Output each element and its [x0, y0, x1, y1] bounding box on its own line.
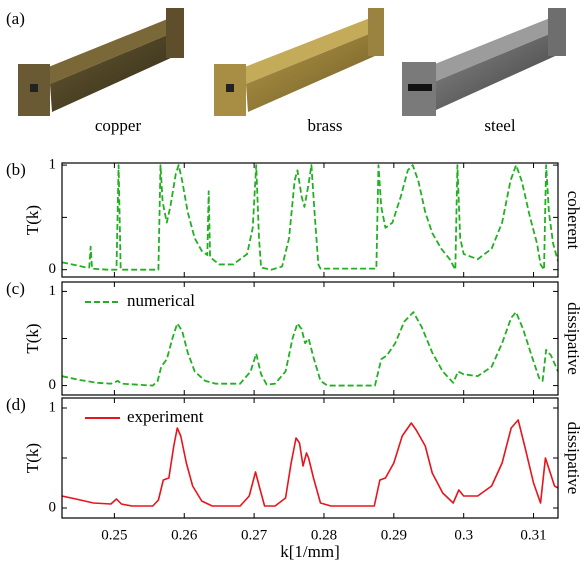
y-axis-label: T(k) [23, 323, 42, 353]
legend-label: numerical [127, 291, 195, 310]
y-tick-label: 0 [49, 377, 57, 393]
data-line [62, 312, 558, 385]
side-label: dissipative [564, 302, 583, 375]
panel-label: (d) [6, 395, 26, 414]
panel-label: (a) [6, 9, 25, 28]
data-line [62, 165, 558, 270]
steel-photo [402, 8, 566, 116]
y-tick-label: 1 [49, 283, 57, 299]
page: {"panel_a": {"label": "(a)", "samples": … [0, 0, 586, 567]
panel-label: (c) [6, 279, 25, 298]
copper-photo [18, 8, 184, 116]
brass-photo [214, 8, 384, 116]
x-axis-label: k[1/mm] [280, 542, 340, 561]
x-tick-label: 0.3 [454, 527, 473, 543]
x-tick-label: 0.27 [241, 527, 268, 543]
x-tick-label: 0.26 [171, 527, 198, 543]
side-label: coherent [564, 191, 583, 250]
sample-label: brass [308, 116, 343, 135]
sample-label: copper [95, 116, 142, 135]
x-tick-label: 0.25 [101, 527, 127, 543]
panel-label: (b) [6, 160, 26, 179]
y-tick-label: 1 [49, 157, 57, 173]
side-label: dissipative [564, 422, 583, 495]
legend-label: experiment [127, 407, 204, 426]
y-tick-label: 0 [49, 499, 57, 515]
figure: (a) copper brass steel 0 1 (b) T(k) coherent… [0, 0, 586, 567]
y-axis-label: T(k) [23, 443, 42, 473]
y-tick-label: 0 [49, 261, 57, 277]
y-axis-label: T(k) [23, 205, 42, 235]
y-tick-label: 1 [49, 399, 57, 415]
x-tick-label: 0.31 [520, 527, 546, 543]
x-tick-label: 0.29 [381, 527, 407, 543]
sample-label: steel [484, 116, 515, 135]
data-line [62, 420, 558, 506]
